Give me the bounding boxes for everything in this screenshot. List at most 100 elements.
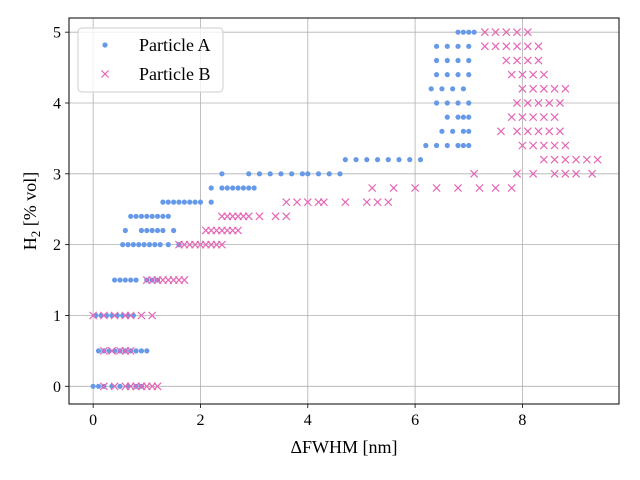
legend-marker-particle-b [100, 69, 110, 79]
data-point [496, 127, 505, 136]
data-point [289, 171, 295, 177]
data-point [251, 185, 257, 191]
ticks-layer: 0 2 4 6 8 0 1 2 3 4 5 [53, 25, 526, 429]
data-point [588, 169, 597, 178]
data-point [534, 56, 543, 65]
data-point [529, 169, 538, 178]
data-point [432, 183, 441, 193]
data-point [144, 227, 150, 234]
data-point [326, 171, 332, 177]
data-point [466, 142, 472, 149]
data-point [299, 171, 306, 177]
data-point [513, 127, 522, 136]
data-point [153, 382, 162, 391]
data-point [444, 72, 450, 78]
data-point [507, 70, 516, 79]
y-tick-label: 0 [53, 379, 61, 396]
data-point [454, 183, 463, 193]
data-point [89, 311, 98, 320]
data-point [529, 84, 538, 93]
data-point [240, 185, 246, 191]
data-point [450, 128, 456, 134]
data-point [282, 212, 291, 221]
data-point [149, 213, 155, 219]
data-point [305, 171, 311, 177]
data-point [513, 169, 522, 178]
data-point [389, 183, 398, 193]
data-point [192, 199, 198, 205]
data-point [246, 171, 252, 177]
data-point [455, 29, 461, 35]
data-point [219, 185, 225, 191]
data-point [154, 213, 161, 219]
data-point [534, 42, 543, 51]
data-point [539, 155, 548, 164]
data-point [513, 56, 522, 65]
data-point [466, 43, 472, 49]
data-point [337, 171, 343, 177]
data-point [513, 28, 522, 37]
data-point [523, 56, 532, 65]
data-point [550, 155, 559, 164]
data-point [180, 276, 189, 285]
data-point [364, 157, 370, 163]
data-point [138, 348, 145, 354]
data-point [144, 348, 150, 354]
legend-marker-particle-a [102, 42, 108, 48]
data-point [455, 100, 461, 106]
data-point [534, 98, 543, 108]
data-point [555, 98, 564, 108]
data-point [368, 183, 377, 193]
data-point [466, 72, 472, 78]
data-point [444, 114, 450, 120]
data-point [149, 227, 155, 234]
data-point [561, 169, 570, 178]
data-point [470, 169, 479, 178]
data-point [271, 212, 280, 221]
data-point [138, 227, 145, 234]
data-point [114, 312, 120, 319]
data-point [128, 213, 134, 219]
data-point [455, 142, 461, 149]
data-point [125, 312, 131, 319]
data-point [246, 185, 252, 191]
data-point [103, 312, 110, 319]
y-axis-title-subscript: 2 [28, 231, 43, 238]
legend-x-marker [100, 69, 110, 79]
y-tick-label: 1 [53, 308, 61, 325]
data-point [433, 43, 440, 49]
data-point [539, 70, 548, 79]
data-point [282, 198, 291, 207]
data-point [122, 277, 128, 283]
data-point [460, 86, 466, 92]
data-point [539, 113, 548, 122]
data-point [98, 312, 104, 319]
data-point [455, 114, 461, 120]
data-point [230, 185, 236, 191]
data-point [171, 227, 177, 234]
data-point [518, 70, 527, 79]
plot-frame [68, 17, 620, 405]
x-tick-label: 8 [518, 412, 526, 429]
data-point [110, 311, 119, 320]
data-point [99, 311, 108, 320]
data-point [120, 242, 126, 248]
data-point [112, 277, 118, 283]
data-point [529, 70, 538, 79]
data-point [157, 242, 163, 248]
data-point [439, 128, 445, 134]
data-point [107, 346, 116, 355]
legend-label-particle-b: Particle B [139, 64, 210, 84]
data-point [95, 348, 102, 354]
data-point [518, 84, 527, 93]
data-point [502, 28, 511, 37]
x-tick-label: 4 [304, 412, 312, 429]
data-point [117, 383, 123, 389]
data-point [144, 213, 150, 219]
data-point [208, 199, 214, 205]
data-point [99, 382, 108, 391]
data-point [433, 100, 440, 106]
data-point [407, 157, 413, 163]
data-point [126, 311, 135, 320]
